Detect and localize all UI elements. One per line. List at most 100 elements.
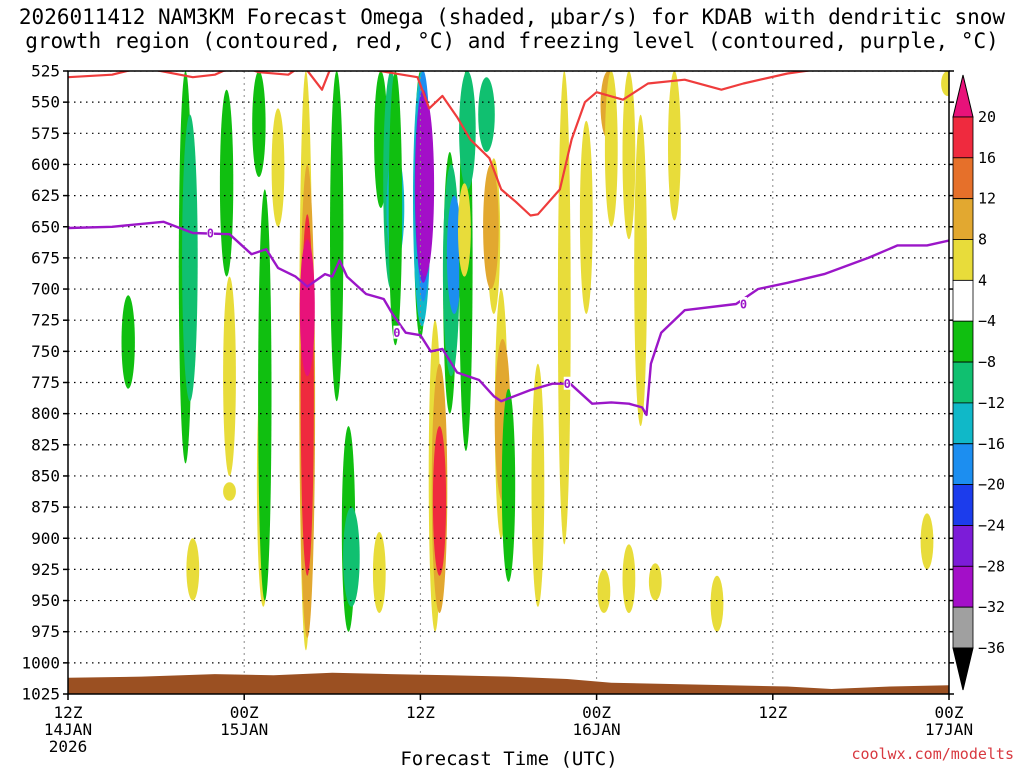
x-tick-label-12-0: 00Z (230, 703, 259, 722)
colorbar-bin-2 (952, 157, 974, 200)
omega-feature-37 (478, 77, 495, 152)
y-tick-label-925: 925 (31, 560, 60, 579)
omega-feature-2 (121, 295, 135, 389)
terrain-fill (68, 672, 949, 694)
omega-feature-30 (432, 426, 447, 576)
y-tick-label-825: 825 (31, 435, 60, 454)
credit-text: coolwx.com/modelts (851, 745, 1014, 763)
omega-feature-19 (372, 532, 386, 613)
y-tick-label-600: 600 (31, 155, 60, 174)
colorbar-tick-label-9: −20 (978, 476, 1005, 494)
colorbar-bottom-triangle (952, 647, 974, 691)
x-tick-label-36-0: 00Z (582, 703, 611, 722)
omega-feature-45 (579, 120, 593, 315)
terrain-area (68, 672, 949, 694)
colorbar-tick-label-12: −32 (978, 598, 1005, 616)
y-tick-label-550: 550 (31, 93, 60, 112)
dgz-contour (68, 71, 814, 217)
y-tick-label-575: 575 (31, 124, 60, 143)
freezing-level-label-bg-3 (739, 297, 747, 311)
chart-title-line-2: growth region (contoured, red, °C) and f… (25, 29, 999, 53)
y-tick-label-1025: 1025 (21, 685, 60, 704)
colorbar-tick-label-8: −16 (978, 435, 1005, 453)
omega-feature-47 (604, 71, 618, 227)
omega-feature-15 (330, 71, 344, 402)
omega-feature-53 (710, 575, 724, 632)
colorbar-bin-13 (952, 606, 974, 649)
omega-feature-35 (459, 71, 476, 190)
omega-feature-27 (415, 96, 435, 277)
colorbar-bin-10 (952, 484, 974, 526)
y-tick-label-650: 650 (31, 217, 60, 236)
colorbar-tick-label-4: 4 (978, 271, 987, 289)
x-tick-label-36-1: 16JAN (573, 720, 621, 739)
colorbar-tick-label-11: −28 (978, 557, 1005, 575)
y-tick-label-750: 750 (31, 342, 60, 361)
omega-feature-44 (531, 363, 545, 607)
omega-feature-9 (258, 189, 272, 601)
colorbar-tick-label-6: −8 (978, 353, 996, 371)
y-tick-label-1000: 1000 (21, 653, 60, 672)
grid-lines (68, 71, 949, 694)
colorbar-tick-label-5: −4 (978, 312, 996, 330)
omega-feature-33 (446, 195, 462, 314)
omega-feature-36 (458, 183, 471, 277)
y-tick-label-900: 900 (31, 529, 60, 548)
freezing-level-label-2: 0 (564, 377, 571, 391)
omega-feature-1 (182, 114, 198, 402)
y-tick-label-975: 975 (31, 622, 60, 641)
omega-feature-42 (501, 388, 516, 582)
x-tick-label-0-0: 12Z (54, 703, 83, 722)
omega-feature-43 (557, 71, 571, 545)
x-tick-label-60-0: 00Z (935, 703, 964, 722)
y-tick-label-800: 800 (31, 404, 60, 423)
colorbar-tick-label-1: 16 (978, 149, 996, 167)
colorbar-tick-label-2: 12 (978, 190, 996, 208)
omega-feature-56 (597, 569, 611, 613)
freezing-level-label-1: 0 (393, 326, 400, 340)
freezing-level-line (68, 220, 949, 417)
x-tick-label-0-2: 2026 (49, 737, 88, 756)
chart-title-line-1: 2026011412 NAM3KM Forecast Omega (shaded… (18, 5, 1006, 29)
x-axis-label: Forecast Time (UTC) (400, 748, 617, 768)
omega-feature-5 (223, 276, 236, 476)
omega-feature-51 (622, 544, 636, 613)
colorbar-bin-5 (952, 279, 974, 322)
x-tick-label-24-0: 12Z (406, 703, 435, 722)
omega-feature-14 (299, 239, 315, 377)
colorbar: 20 16 12 8 4 −4 −8 −12 −16 −20 −24 −28 −32 −36 (952, 74, 1005, 691)
freezing-level-label-3: 0 (740, 298, 747, 312)
omega-feature-22 (388, 71, 403, 346)
omega-feature-52 (648, 563, 662, 601)
y-tick-label-950: 950 (31, 591, 60, 610)
y-tick-label-625: 625 (31, 186, 60, 205)
colorbar-tick-label-10: −24 (978, 517, 1005, 535)
colorbar-tick-label-0: 20 (978, 108, 996, 126)
colorbar-bin-7 (952, 361, 974, 404)
y-tick-label-850: 850 (31, 466, 60, 485)
omega-feature-55 (920, 513, 934, 570)
y-tick-label-700: 700 (31, 280, 60, 299)
omega-feature-39 (483, 164, 499, 289)
colorbar-bin-8 (952, 402, 974, 445)
omega-feature-10 (271, 108, 285, 227)
dgz-line (68, 71, 814, 217)
omega-feature-17 (343, 507, 360, 607)
colorbar-bin-4 (952, 239, 974, 281)
y-tick-label-675: 675 (31, 248, 60, 267)
omega-feature-3 (186, 538, 200, 601)
colorbar-bin-12 (952, 565, 974, 608)
colorbar-tick-label-3: 8 (978, 231, 987, 249)
y-tick-label-875: 875 (31, 498, 60, 517)
x-tick-label-0-1: 14JAN (44, 720, 92, 739)
omega-feature-54 (941, 71, 949, 96)
x-tick-label-48-0: 12Z (758, 703, 787, 722)
omega-feature-48 (622, 71, 636, 240)
freezing-level-label-bg-0 (206, 225, 214, 239)
freezing-level-contour: 0 0 0 0 (68, 220, 949, 417)
omega-feature-49 (634, 114, 647, 427)
y-tick-label-525: 525 (31, 62, 60, 81)
y-tick-label-725: 725 (31, 311, 60, 330)
